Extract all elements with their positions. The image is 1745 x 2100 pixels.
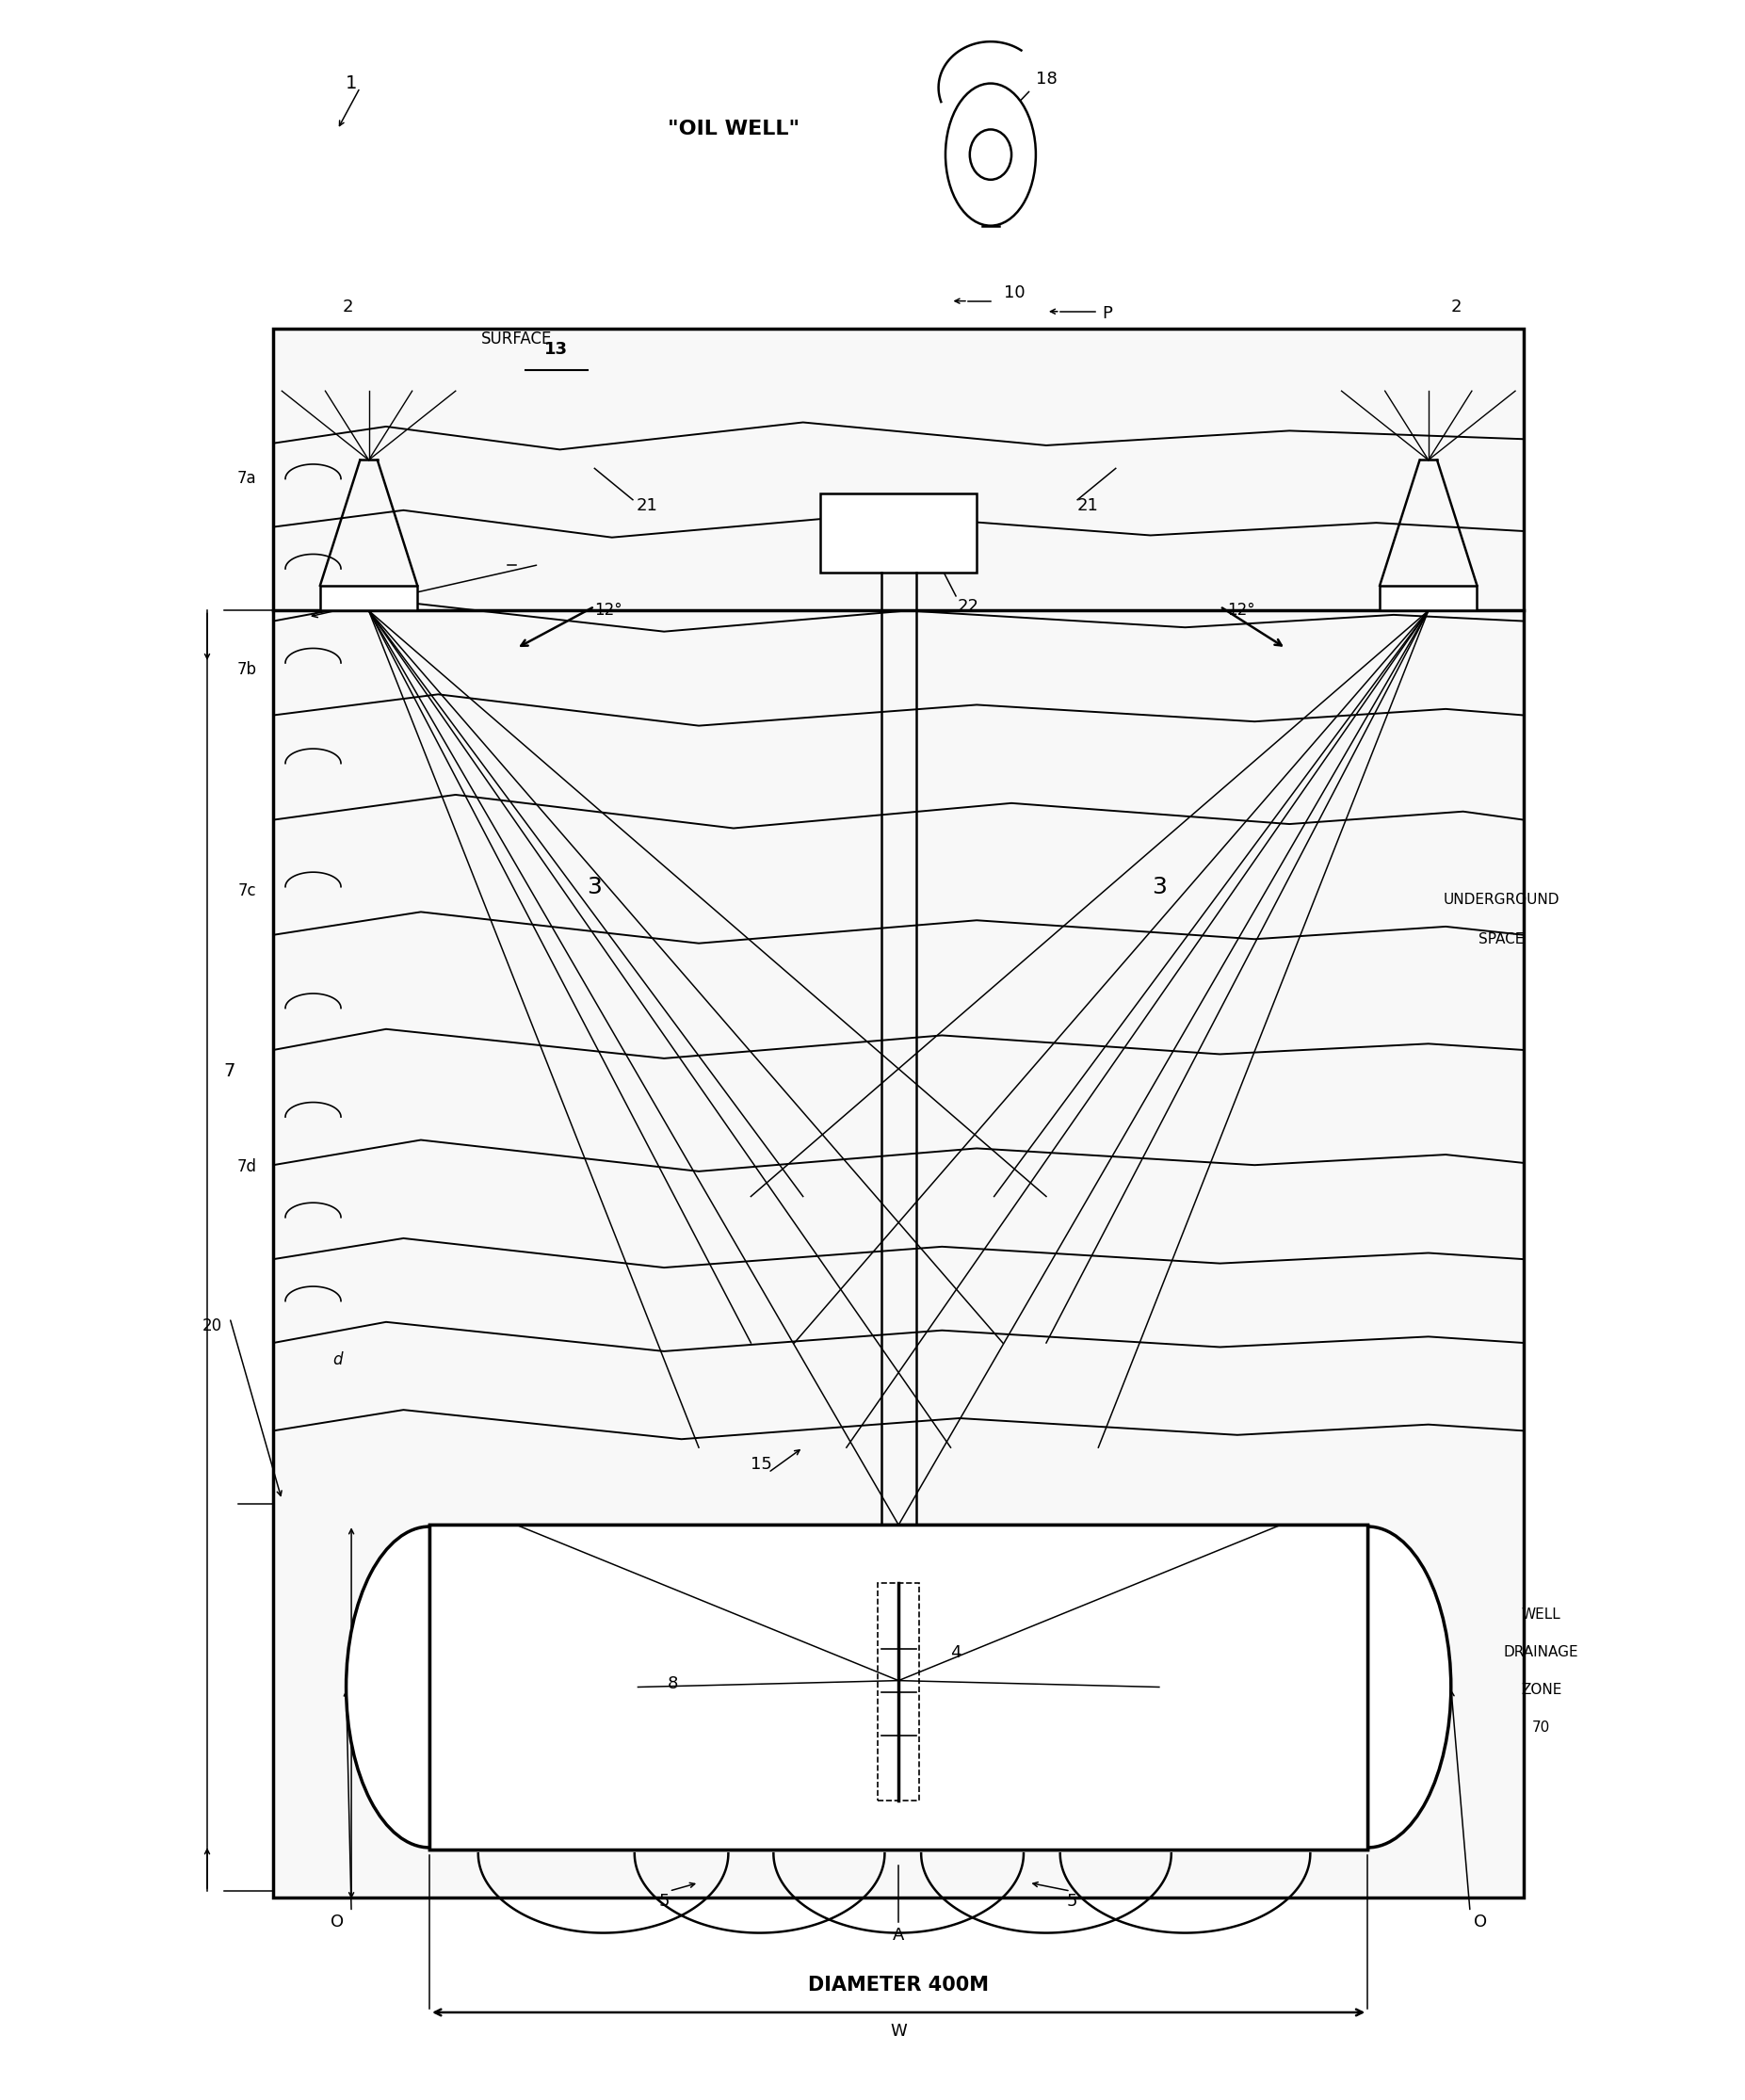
Text: P: P xyxy=(1101,304,1112,321)
Bar xyxy=(429,1525,1368,1850)
Text: 7c: 7c xyxy=(237,882,257,899)
Text: 2: 2 xyxy=(342,298,352,315)
Text: 12°: 12° xyxy=(1227,603,1255,620)
Text: 21: 21 xyxy=(635,498,658,514)
Circle shape xyxy=(970,130,1012,181)
Text: A: A xyxy=(893,1926,904,1942)
Bar xyxy=(820,494,977,573)
Text: 7b: 7b xyxy=(237,662,257,678)
Bar xyxy=(319,586,417,611)
Text: SURFACE: SURFACE xyxy=(482,330,551,347)
Bar xyxy=(274,328,1523,1896)
Text: UNDERGROUND: UNDERGROUND xyxy=(1443,892,1560,907)
Text: DIAMETER 400M: DIAMETER 400M xyxy=(808,1976,989,1995)
Text: 22: 22 xyxy=(958,598,979,615)
Text: 8: 8 xyxy=(667,1676,679,1693)
Text: 13: 13 xyxy=(544,340,569,357)
Text: 7: 7 xyxy=(223,1063,236,1079)
Text: 5: 5 xyxy=(658,1892,670,1911)
Text: d: d xyxy=(333,1350,342,1367)
Text: 1: 1 xyxy=(346,74,358,92)
Text: ZONE: ZONE xyxy=(1522,1682,1562,1697)
Ellipse shape xyxy=(946,84,1037,225)
Ellipse shape xyxy=(1284,1527,1452,1848)
Text: 3: 3 xyxy=(1152,876,1167,899)
Text: 70: 70 xyxy=(1532,1720,1550,1735)
Bar xyxy=(878,1583,920,1800)
Text: 4: 4 xyxy=(951,1644,961,1661)
Text: 15: 15 xyxy=(750,1455,771,1472)
Text: 10: 10 xyxy=(1005,284,1026,300)
Text: SPACE: SPACE xyxy=(1478,932,1523,947)
Text: 18: 18 xyxy=(1035,71,1057,88)
Text: DRAINAGE: DRAINAGE xyxy=(1504,1646,1579,1659)
Text: 5: 5 xyxy=(1066,1892,1078,1911)
Text: O: O xyxy=(1475,1913,1487,1930)
Text: 7a: 7a xyxy=(237,470,257,487)
Text: 20: 20 xyxy=(202,1317,222,1336)
Text: 21: 21 xyxy=(1077,498,1099,514)
Text: 12°: 12° xyxy=(595,603,623,620)
Ellipse shape xyxy=(346,1527,513,1848)
Bar xyxy=(1380,586,1476,611)
Bar xyxy=(429,1525,1368,1850)
Text: "OIL WELL": "OIL WELL" xyxy=(668,120,799,139)
Text: 7d: 7d xyxy=(237,1159,257,1176)
Text: WELL: WELL xyxy=(1522,1609,1562,1621)
Text: W: W xyxy=(890,2022,907,2039)
Text: O: O xyxy=(332,1913,344,1930)
Text: 2: 2 xyxy=(1450,298,1462,315)
Text: 3: 3 xyxy=(586,876,602,899)
